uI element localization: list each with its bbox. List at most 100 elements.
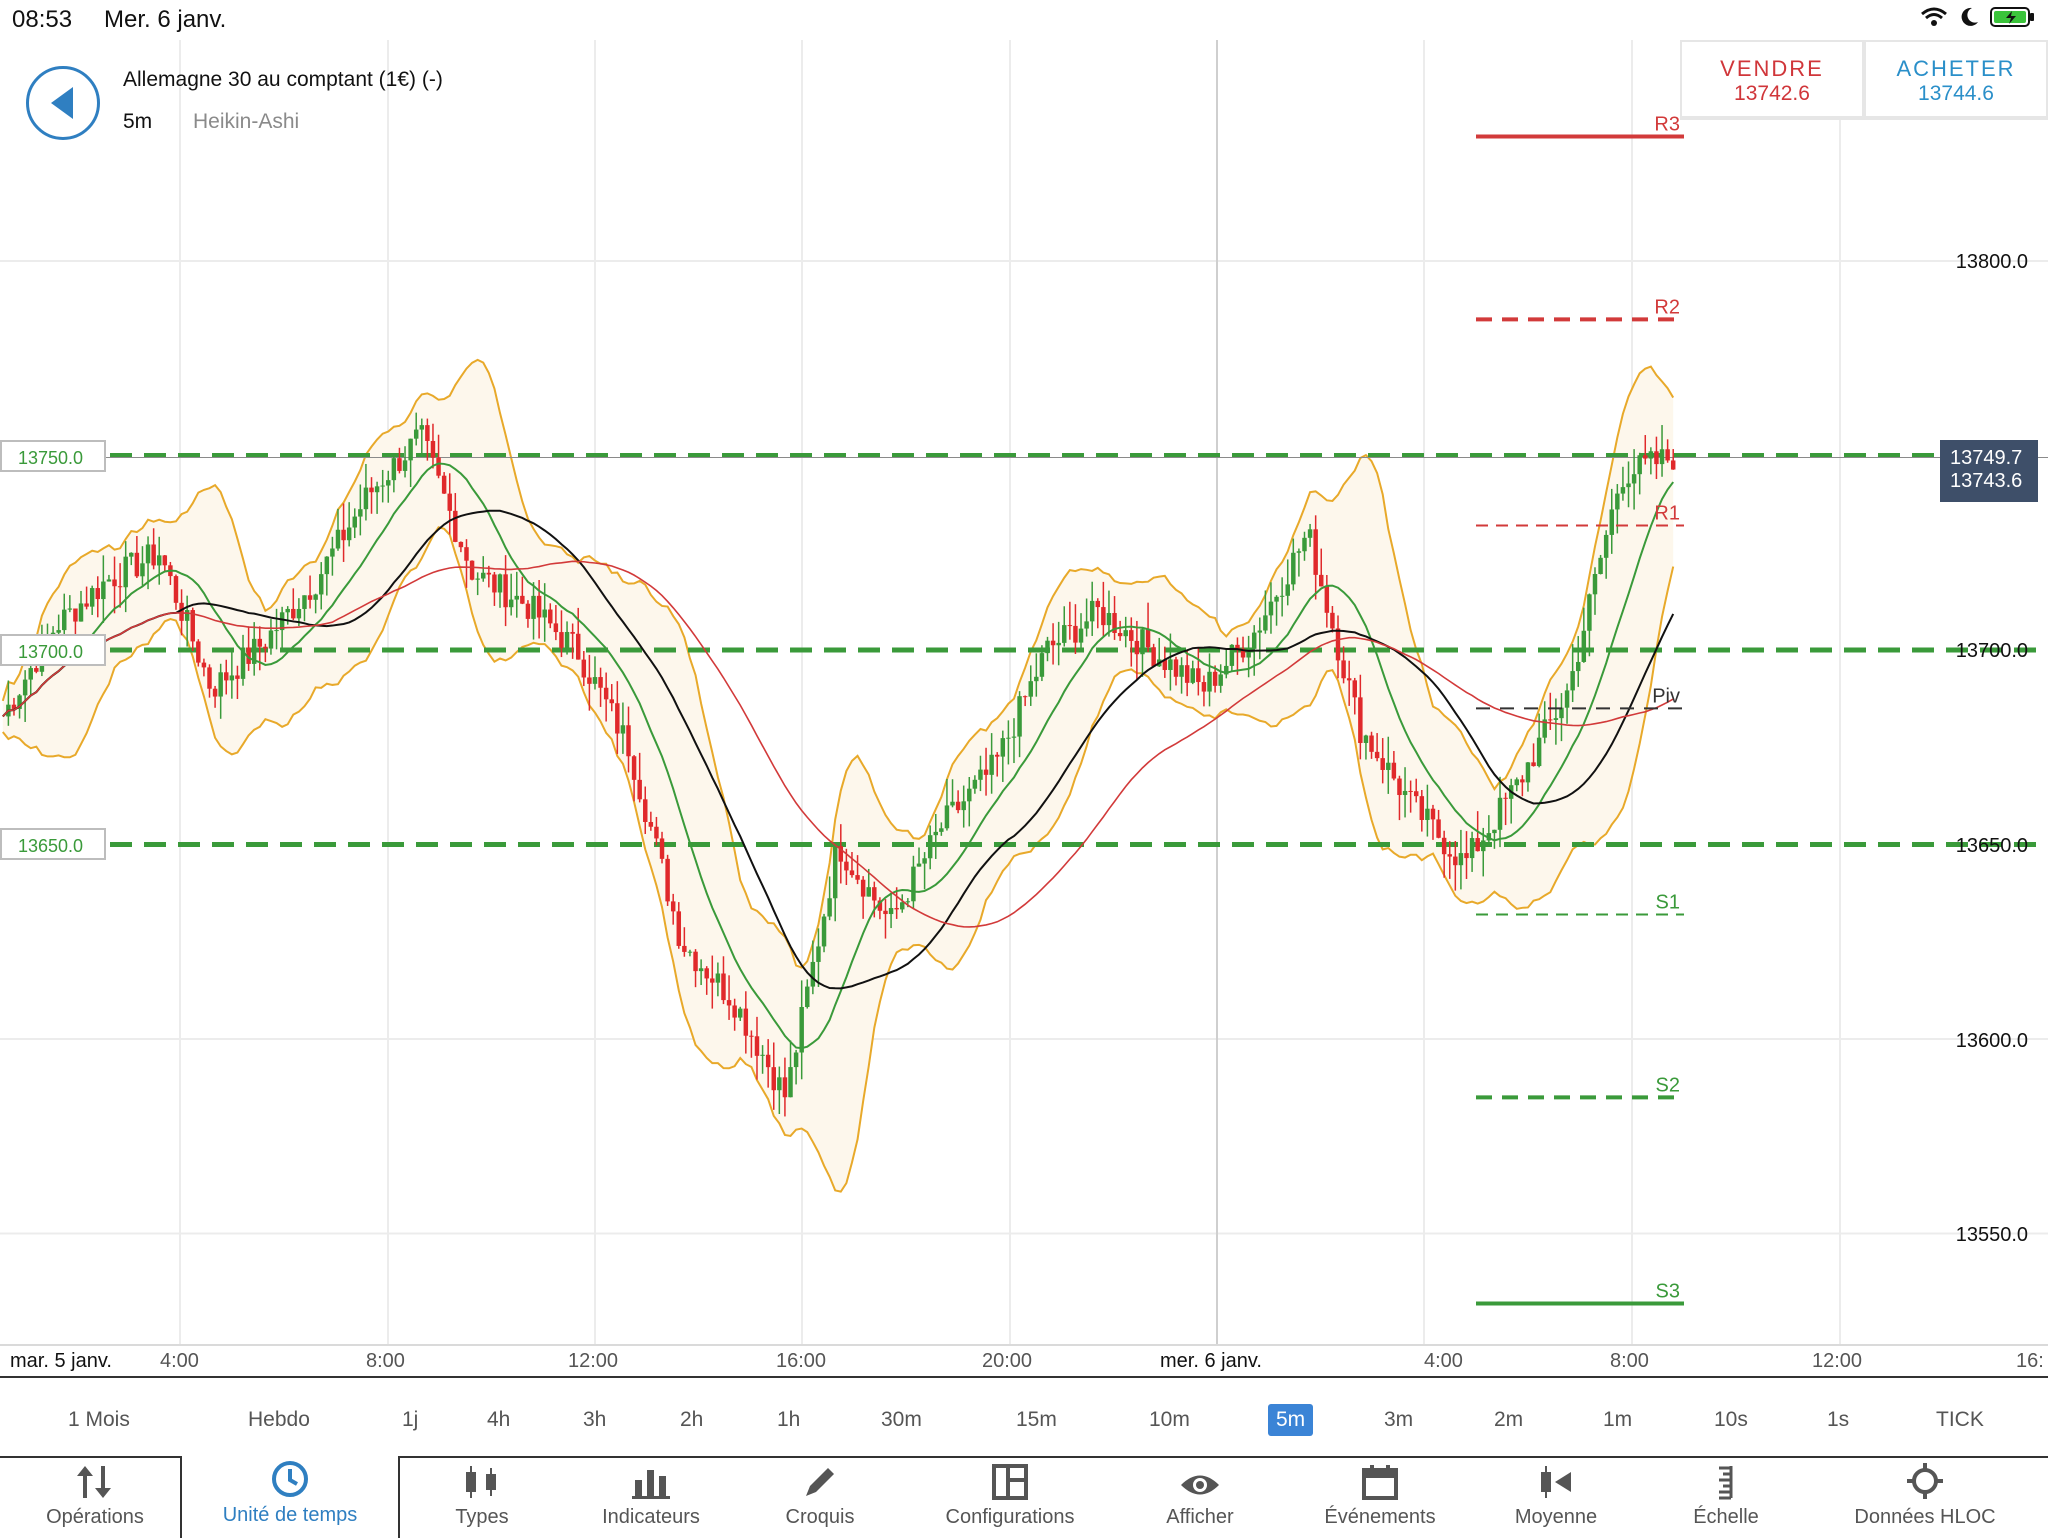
candle-body xyxy=(95,588,101,600)
y-tick-label: 13550.0 xyxy=(1955,1224,2028,1246)
tab-donnees-hloc[interactable]: Données HLOC xyxy=(1850,1458,2000,1538)
candle-body xyxy=(1553,718,1559,720)
calendar-icon xyxy=(1362,1465,1398,1500)
candle-body xyxy=(1274,596,1279,602)
tf-1h[interactable]: 1h xyxy=(777,1408,801,1431)
candle-body xyxy=(799,1007,804,1053)
candle-body xyxy=(84,603,89,607)
candle-body xyxy=(1620,487,1626,494)
level-label-13750[interactable]: 13750.0 xyxy=(0,440,106,472)
candle-body xyxy=(939,828,944,832)
candle-body xyxy=(151,544,156,566)
tab-afficher[interactable]: Afficher xyxy=(1160,1458,1240,1538)
tab-unite-de-temps[interactable]: Unité de temps xyxy=(180,1456,400,1538)
candle-body xyxy=(1346,678,1352,681)
bollinger-lower xyxy=(2,526,1675,1193)
candle-body xyxy=(1095,600,1101,608)
level-label-13700[interactable]: 13700.0 xyxy=(0,634,106,666)
tf-2m[interactable]: 2m xyxy=(1494,1408,1524,1431)
tf-hebdo[interactable]: Hebdo xyxy=(248,1408,310,1431)
candle-body xyxy=(972,779,978,789)
candle-body xyxy=(235,675,240,679)
candle-body xyxy=(207,667,212,689)
candle-body xyxy=(710,978,715,983)
candle-body xyxy=(1503,797,1508,799)
price-chart[interactable]: R3 R2 R1 Piv S1 S2 S3 xyxy=(0,40,2048,1376)
tf-1s[interactable]: 1s xyxy=(1827,1408,1850,1431)
candle-body xyxy=(436,457,441,476)
candle-body xyxy=(1145,629,1151,648)
candle-body xyxy=(458,541,464,548)
candle-body xyxy=(967,788,972,802)
tf-10m[interactable]: 10m xyxy=(1149,1408,1190,1431)
candle-body xyxy=(598,677,603,688)
tab-operations[interactable]: Opérations xyxy=(30,1458,160,1538)
candle-body xyxy=(531,595,536,619)
candle-body xyxy=(257,638,263,647)
candle-body xyxy=(201,662,207,668)
tf-10s[interactable]: 10s xyxy=(1714,1408,1748,1431)
x-axis-label: mer. 6 janv. xyxy=(1160,1350,1262,1372)
tab-evenements[interactable]: Événements xyxy=(1318,1458,1442,1538)
candle-body xyxy=(274,630,279,632)
tab-indicateurs[interactable]: Indicateurs xyxy=(590,1458,712,1538)
candle-body xyxy=(1319,574,1324,587)
candle-body xyxy=(386,480,391,486)
candle-body xyxy=(793,1052,799,1068)
tf-1-mois[interactable]: 1 Mois xyxy=(68,1408,130,1431)
tf-1m[interactable]: 1m xyxy=(1603,1408,1633,1431)
candle-body xyxy=(1447,854,1452,857)
candle-body xyxy=(950,801,955,806)
candle-body xyxy=(1078,628,1084,643)
candle-body xyxy=(1648,451,1654,459)
candle-body xyxy=(156,555,162,566)
candle-body xyxy=(1436,819,1441,838)
candle-body xyxy=(1151,647,1156,667)
tf-2h[interactable]: 2h xyxy=(680,1408,704,1431)
candle-body xyxy=(1263,615,1268,631)
candle-body xyxy=(1637,455,1642,475)
tab-moyenne[interactable]: Moyenne xyxy=(1508,1458,1604,1538)
updown-arrows-icon xyxy=(77,1466,111,1498)
back-button[interactable] xyxy=(26,66,100,140)
tab-croquis[interactable]: Croquis xyxy=(770,1458,870,1538)
tf-3h[interactable]: 3h xyxy=(583,1408,607,1431)
tab-configurations[interactable]: Configurations xyxy=(930,1458,1090,1538)
candle-body xyxy=(1441,837,1447,855)
tf-1j[interactable]: 1j xyxy=(402,1408,419,1431)
y-tick-label: 13800.0 xyxy=(1955,251,2028,273)
candle-body xyxy=(1525,762,1531,783)
tf-5m[interactable]: 5m xyxy=(1268,1404,1314,1436)
candle-body xyxy=(888,908,894,915)
candle-body xyxy=(737,1008,743,1018)
candle-body xyxy=(905,901,911,903)
candle-body xyxy=(224,672,229,681)
sell-button[interactable]: VENDRE 13742.6 xyxy=(1680,40,1864,118)
status-icons xyxy=(1920,6,2036,28)
tf-tick[interactable]: TICK xyxy=(1936,1408,1984,1431)
tab-echelle[interactable]: Échelle xyxy=(1688,1458,1764,1538)
tf-3m[interactable]: 3m xyxy=(1384,1408,1414,1431)
candle-body xyxy=(765,1054,771,1068)
candle-body xyxy=(1341,660,1346,679)
candle-body xyxy=(1536,737,1542,767)
candle-body xyxy=(246,647,251,664)
candle-body xyxy=(1654,451,1659,465)
candle-body xyxy=(1570,671,1575,691)
candle-body xyxy=(525,603,531,619)
candle-body xyxy=(397,458,402,471)
candle-body xyxy=(821,916,827,947)
tf-30m[interactable]: 30m xyxy=(881,1408,922,1431)
tf-15m[interactable]: 15m xyxy=(1016,1408,1057,1431)
candle-body xyxy=(1425,808,1430,820)
buy-button[interactable]: ACHETER 13744.6 xyxy=(1864,40,2048,118)
x-axis-label: 4:00 xyxy=(160,1350,199,1372)
eye-icon xyxy=(1181,1475,1219,1495)
candle-body xyxy=(1548,719,1553,721)
level-label-13650[interactable]: 13650.0 xyxy=(0,828,106,860)
candle-body xyxy=(637,779,642,800)
tab-types[interactable]: Types xyxy=(430,1458,534,1538)
tf-4h[interactable]: 4h xyxy=(487,1408,511,1431)
pivot-label-s1: S1 xyxy=(1656,892,1680,914)
candle-body xyxy=(112,579,117,587)
